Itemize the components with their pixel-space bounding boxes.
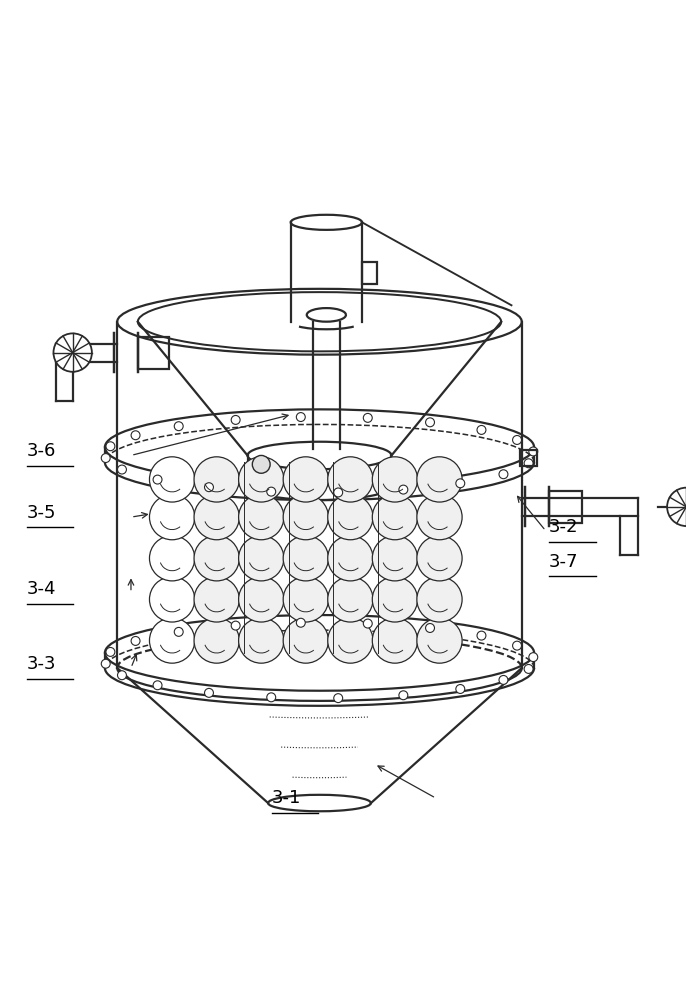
Circle shape (477, 631, 486, 640)
Circle shape (267, 693, 275, 702)
Circle shape (150, 577, 194, 622)
Circle shape (106, 647, 115, 656)
Circle shape (106, 442, 115, 451)
Circle shape (328, 495, 373, 540)
Circle shape (194, 618, 239, 663)
Circle shape (334, 694, 343, 703)
Circle shape (372, 536, 418, 581)
Circle shape (238, 577, 284, 622)
Circle shape (328, 618, 373, 663)
Circle shape (529, 447, 538, 456)
Circle shape (372, 495, 418, 540)
Circle shape (363, 413, 372, 422)
Circle shape (153, 475, 162, 484)
Circle shape (417, 536, 462, 581)
Circle shape (417, 618, 462, 663)
Circle shape (283, 577, 328, 622)
Circle shape (131, 431, 140, 440)
Circle shape (283, 536, 328, 581)
Text: 3-7: 3-7 (549, 553, 578, 571)
Circle shape (417, 457, 462, 502)
Circle shape (334, 488, 343, 497)
Bar (138, 337, 169, 369)
Circle shape (150, 495, 194, 540)
Circle shape (417, 577, 462, 622)
Circle shape (238, 457, 284, 502)
Circle shape (194, 457, 239, 502)
Circle shape (399, 691, 408, 700)
Circle shape (363, 619, 372, 628)
Text: 3-3: 3-3 (27, 655, 56, 673)
Circle shape (283, 495, 328, 540)
Circle shape (150, 618, 194, 663)
Circle shape (205, 483, 214, 492)
Circle shape (238, 536, 284, 581)
Circle shape (456, 685, 464, 693)
Circle shape (238, 618, 284, 663)
Circle shape (232, 621, 240, 630)
Circle shape (174, 422, 183, 431)
Circle shape (425, 624, 434, 632)
Circle shape (150, 536, 194, 581)
Circle shape (456, 479, 464, 488)
Text: 3-5: 3-5 (27, 504, 56, 522)
Circle shape (296, 413, 305, 422)
Bar (362, 262, 377, 284)
Circle shape (328, 577, 373, 622)
Circle shape (513, 641, 521, 650)
Circle shape (252, 455, 270, 473)
Circle shape (328, 536, 373, 581)
Text: 3-4: 3-4 (27, 580, 56, 598)
Circle shape (372, 577, 418, 622)
Circle shape (232, 415, 240, 424)
Circle shape (174, 627, 183, 636)
Circle shape (667, 488, 687, 526)
Text: 3-6: 3-6 (27, 442, 56, 460)
Circle shape (513, 436, 521, 444)
Text: 3-1: 3-1 (271, 789, 301, 807)
Circle shape (477, 425, 486, 434)
Circle shape (328, 457, 373, 502)
Circle shape (117, 465, 126, 474)
Circle shape (399, 485, 408, 494)
Circle shape (54, 333, 92, 372)
Circle shape (117, 671, 126, 680)
Circle shape (524, 459, 533, 468)
Circle shape (205, 688, 214, 697)
Bar (549, 491, 582, 523)
Circle shape (101, 454, 110, 463)
Circle shape (417, 495, 462, 540)
Circle shape (372, 618, 418, 663)
Bar (519, 450, 537, 466)
Circle shape (372, 457, 418, 502)
Circle shape (101, 659, 110, 668)
Circle shape (425, 418, 434, 427)
Text: 3-2: 3-2 (549, 518, 578, 536)
Circle shape (296, 618, 305, 627)
Circle shape (267, 487, 275, 496)
Circle shape (153, 681, 162, 690)
Circle shape (499, 470, 508, 479)
Circle shape (194, 577, 239, 622)
Circle shape (524, 664, 533, 673)
Circle shape (131, 636, 140, 645)
Circle shape (283, 457, 328, 502)
Circle shape (194, 536, 239, 581)
Circle shape (529, 653, 538, 662)
Circle shape (194, 495, 239, 540)
Circle shape (150, 457, 194, 502)
Circle shape (499, 675, 508, 684)
Circle shape (238, 495, 284, 540)
Circle shape (283, 618, 328, 663)
